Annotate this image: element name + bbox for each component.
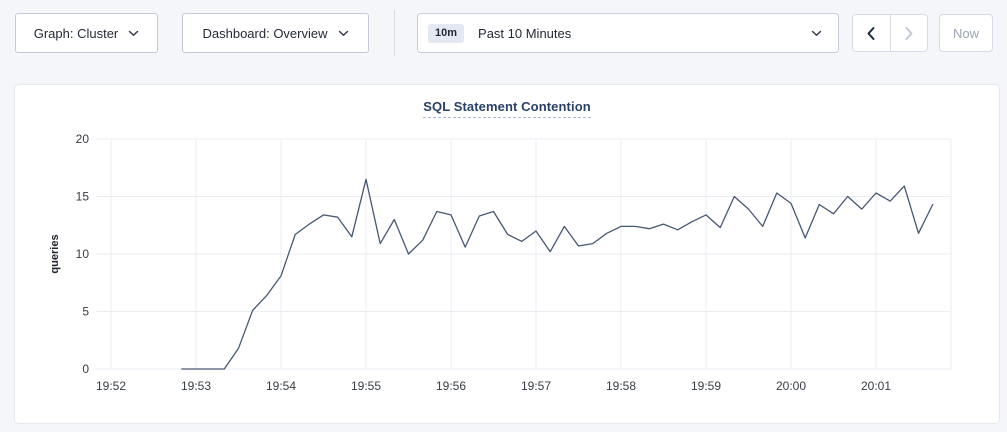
toolbar-divider: [394, 10, 395, 56]
x-tick-label: 19:57: [521, 379, 551, 393]
chevron-down-icon: [338, 30, 349, 37]
now-button[interactable]: Now: [939, 14, 993, 52]
x-tick-label: 19:54: [266, 379, 296, 393]
graph-dropdown-button[interactable]: Graph: Cluster: [15, 13, 158, 53]
y-tick-label: 20: [76, 132, 90, 146]
chart-title-row: SQL Statement Contention: [15, 98, 999, 118]
time-range-badge: 10m: [428, 23, 465, 43]
dashboard-dropdown-label: Dashboard: Overview: [202, 25, 328, 41]
chart-card: SQL Statement Contention 0 5 10 15 20 19:52 19…: [14, 84, 1000, 424]
x-tick-label: 19:59: [691, 379, 721, 393]
dashboard-dropdown-button[interactable]: Dashboard: Overview: [182, 13, 369, 53]
prev-range-button[interactable]: [853, 15, 890, 51]
chevron-down-icon: [811, 30, 822, 37]
now-button-label: Now: [952, 25, 979, 41]
x-tick-label: 20:00: [776, 379, 806, 393]
time-range-picker[interactable]: 10m Past 10 Minutes: [417, 13, 839, 53]
next-range-button[interactable]: [889, 15, 928, 51]
y-axis-label: queries: [49, 234, 61, 273]
chevron-down-icon: [128, 30, 139, 37]
x-tick-label: 19:56: [436, 379, 466, 393]
x-tick-label: 19:55: [351, 379, 381, 393]
chevron-right-icon: [904, 26, 914, 41]
y-tick-label: 5: [82, 305, 89, 319]
y-tick-label: 15: [76, 190, 90, 204]
y-tick-label: 10: [76, 247, 90, 261]
y-tick-label: 0: [82, 362, 89, 376]
chevron-left-icon: [866, 26, 876, 41]
time-range-pager: [852, 14, 928, 52]
x-tick-label: 19:58: [606, 379, 636, 393]
graph-dropdown-label: Graph: Cluster: [33, 25, 119, 41]
series-line: [181, 178, 934, 370]
chart-canvas[interactable]: 0 5 10 15 20 19:52 19:53 19:54 19:55 19:56 19:57 19…: [15, 85, 999, 423]
chart-title[interactable]: SQL Statement Contention: [423, 99, 591, 118]
x-tick-label: 19:53: [181, 379, 211, 393]
time-range-label: Past 10 Minutes: [478, 25, 572, 41]
x-tick-label: 20:01: [861, 379, 891, 393]
x-tick-label: 19:52: [96, 379, 126, 393]
